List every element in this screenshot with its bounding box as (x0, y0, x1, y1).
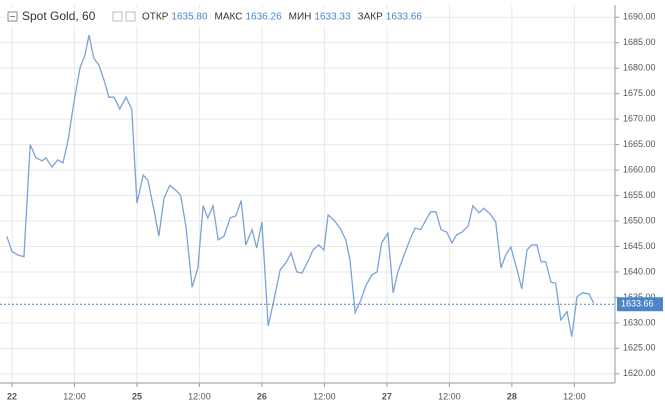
ohlc-name: ОТКР (142, 12, 169, 23)
y-tick-label: 1655.00 (623, 190, 656, 200)
ohlc-name: ЗАКР (358, 12, 384, 23)
x-tick-label: 22 (7, 391, 17, 401)
y-tick-label: 1685.00 (623, 37, 656, 47)
ohlc-value: 1633.33 (314, 12, 351, 23)
y-tick-label: 1640.00 (623, 266, 656, 276)
header: Spot Gold, 60 ОТКР 1635.80 МАКС 1636.26 МИН 16… (4, 8, 424, 26)
x-tick-label: 28 (507, 391, 517, 401)
y-tick-label: 1675.00 (623, 88, 656, 98)
x-tick-label: 12:00 (313, 391, 336, 401)
x-tick-label: 12:00 (63, 391, 86, 401)
y-tick-label: 1680.00 (623, 63, 656, 73)
collapse-icon (7, 11, 18, 22)
x-tick-label: 25 (132, 391, 142, 401)
settings-icon (112, 11, 123, 22)
x-tick-label: 27 (382, 391, 392, 401)
chart-title: Spot Gold, 60 (22, 9, 96, 23)
x-tick-label: 12:00 (188, 391, 211, 401)
ohlc-name: МИН (289, 12, 312, 23)
header-bg (4, 8, 424, 26)
y-tick-label: 1665.00 (623, 139, 656, 149)
y-tick-label: 1625.00 (623, 343, 656, 353)
last-price-label: 1633.66 (621, 299, 654, 309)
y-tick-label: 1645.00 (623, 241, 656, 251)
close-icon (125, 11, 136, 22)
ohlc-name: МАКС (215, 12, 243, 23)
y-tick-label: 1660.00 (623, 164, 656, 174)
y-tick-label: 1670.00 (623, 113, 656, 123)
ohlc-value: 1633.66 (386, 12, 423, 23)
last-price-box (617, 297, 663, 312)
y-tick-label: 1690.00 (623, 12, 656, 22)
x-tick-label: 12:00 (563, 391, 586, 401)
y-tick-label: 1630.00 (623, 317, 656, 327)
y-tick-label: 1650.00 (623, 215, 656, 225)
ohlc-value: 1635.80 (171, 12, 208, 23)
x-tick-label: 26 (257, 391, 267, 401)
x-tick-label: 12:00 (438, 391, 461, 401)
y-tick-label: 1635.00 (623, 292, 656, 302)
price-line (6, 34, 595, 337)
ohlc-value: 1636.26 (245, 12, 282, 23)
y-tick-label: 1620.00 (623, 368, 656, 378)
